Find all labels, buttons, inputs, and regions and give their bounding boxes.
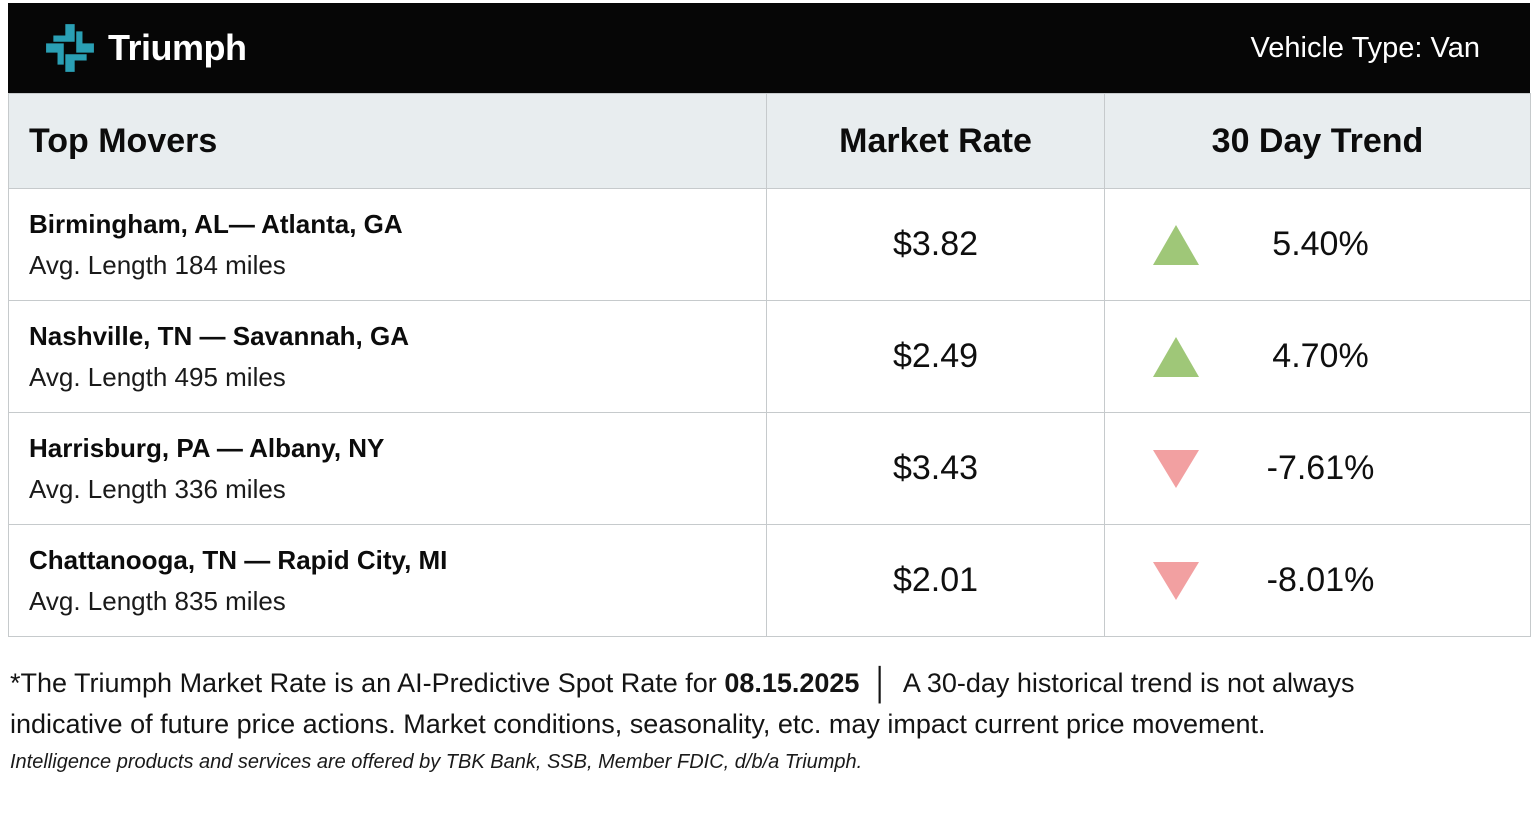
disclaimer-line-2: indicative of future price actions. Mark… <box>10 709 1266 739</box>
trend-percent: 5.40% <box>1272 225 1369 263</box>
table-row: Nashville, TN — Savannah, GA Avg. Length… <box>8 300 1531 413</box>
footnote-block: *The Triumph Market Rate is an AI-Predic… <box>8 663 1530 774</box>
lane-cell: Chattanooga, TN — Rapid City, MI Avg. Le… <box>8 524 767 637</box>
avg-length: Avg. Length 184 miles <box>29 249 286 280</box>
column-header-market-rate: Market Rate <box>766 93 1105 189</box>
trend-percent: -8.01% <box>1266 561 1375 599</box>
disclaimer-line-1: *The Triumph Market Rate is an AI-Predic… <box>10 663 1530 704</box>
trend-cell: -8.01% <box>1104 524 1531 637</box>
trend-percent: 4.70% <box>1272 337 1369 375</box>
trend-down-icon <box>1153 449 1199 488</box>
table-row: Birmingham, AL— Atlanta, GA Avg. Length … <box>8 188 1531 301</box>
market-rate-value: $3.43 <box>766 412 1105 525</box>
rate-date: 08.15.2025 <box>724 668 860 698</box>
top-movers-table: Top Movers Market Rate 30 Day Trend Birm… <box>8 93 1531 637</box>
table-header-row: Top Movers Market Rate 30 Day Trend <box>8 93 1531 189</box>
brand-header-bar: Triumph Vehicle Type: Van <box>8 3 1530 93</box>
pipe-separator: │ <box>871 666 891 701</box>
legal-text: Intelligence products and services are o… <box>10 751 863 773</box>
trend-cell: -7.61% <box>1104 412 1531 525</box>
market-rate-value: $2.01 <box>766 524 1105 637</box>
table-row: Chattanooga, TN — Rapid City, MI Avg. Le… <box>8 524 1531 637</box>
disclaimer-prefix: *The Triumph Market Rate is an AI-Predic… <box>10 668 725 698</box>
lane-name: Nashville, TN — Savannah, GA <box>29 320 409 351</box>
lane-name: Chattanooga, TN — Rapid City, MI <box>29 544 448 575</box>
column-header-30-day-trend: 30 Day Trend <box>1104 93 1531 189</box>
lane-cell: Nashville, TN — Savannah, GA Avg. Length… <box>8 300 767 413</box>
table-row: Harrisburg, PA — Albany, NY Avg. Length … <box>8 412 1531 525</box>
avg-length: Avg. Length 835 miles <box>29 585 286 616</box>
disclaimer-suffix: A 30-day historical trend is not always <box>902 668 1355 698</box>
market-rate-value: $2.49 <box>766 300 1105 413</box>
brand-logo: Triumph <box>44 22 247 74</box>
lane-name: Birmingham, AL— Atlanta, GA <box>29 208 403 239</box>
trend-down-icon <box>1153 561 1199 600</box>
column-header-top-movers: Top Movers <box>8 93 767 189</box>
brand-wordmark: Triumph <box>108 27 247 68</box>
vehicle-type-label: Vehicle Type: Van <box>1250 31 1480 64</box>
avg-length: Avg. Length 495 miles <box>29 361 286 392</box>
trend-cell: 4.70% <box>1104 300 1531 413</box>
trend-percent: -7.61% <box>1266 449 1375 487</box>
lane-cell: Harrisburg, PA — Albany, NY Avg. Length … <box>8 412 767 525</box>
lane-cell: Birmingham, AL— Atlanta, GA Avg. Length … <box>8 188 767 301</box>
market-rate-value: $3.82 <box>766 188 1105 301</box>
trend-cell: 5.40% <box>1104 188 1531 301</box>
lane-name: Harrisburg, PA — Albany, NY <box>29 432 385 463</box>
trend-up-icon <box>1153 336 1199 377</box>
triumph-cross-icon <box>46 24 94 72</box>
trend-up-icon <box>1153 224 1199 265</box>
avg-length: Avg. Length 336 miles <box>29 473 286 504</box>
